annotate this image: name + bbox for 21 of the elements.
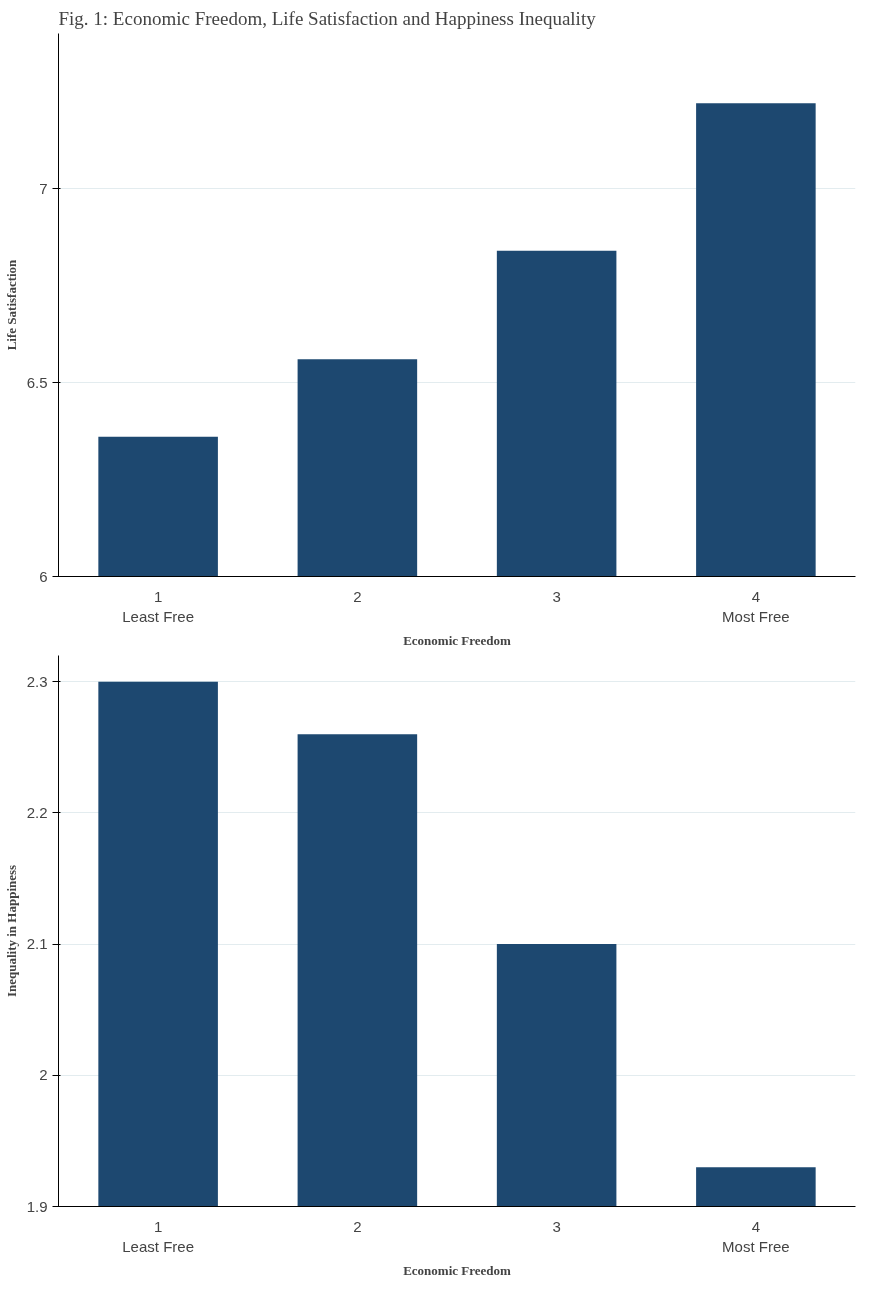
y-tick-label: 7: [39, 179, 48, 197]
y-tick-label: 6: [39, 567, 48, 585]
x-tick-label: 2: [353, 1217, 362, 1235]
y-tick-label: 2.2: [26, 803, 48, 821]
x-tick-label: 1 Least Free: [122, 587, 194, 625]
x-tick-label: 4 Most Free: [722, 1217, 790, 1255]
y-tick-label: 2.1: [26, 935, 48, 953]
y-axis-title: Inequality in Happiness: [3, 864, 19, 998]
y-tick-label: 1.9: [26, 1197, 48, 1215]
x-tick-label: 1 Least Free: [122, 1217, 194, 1255]
y-axis-title: Life Satisfaction: [3, 258, 19, 351]
y-tick-label: 6.5: [26, 373, 48, 391]
x-tick-label: 4 Most Free: [722, 587, 790, 625]
chart-title: Fig. 1: Economic Freedom, Life Satisfaction and Happiness Inequality: [58, 7, 597, 29]
y-tick-label: 2.3: [26, 672, 48, 690]
x-tick-label: 3: [552, 587, 561, 605]
x-tick-label: 3: [552, 1217, 561, 1235]
y-tick-label: 2: [39, 1066, 48, 1084]
x-axis-title: Economic Freedom: [403, 1262, 512, 1278]
x-axis-title: Economic Freedom: [403, 632, 512, 648]
x-tick-label: 2: [353, 587, 362, 605]
